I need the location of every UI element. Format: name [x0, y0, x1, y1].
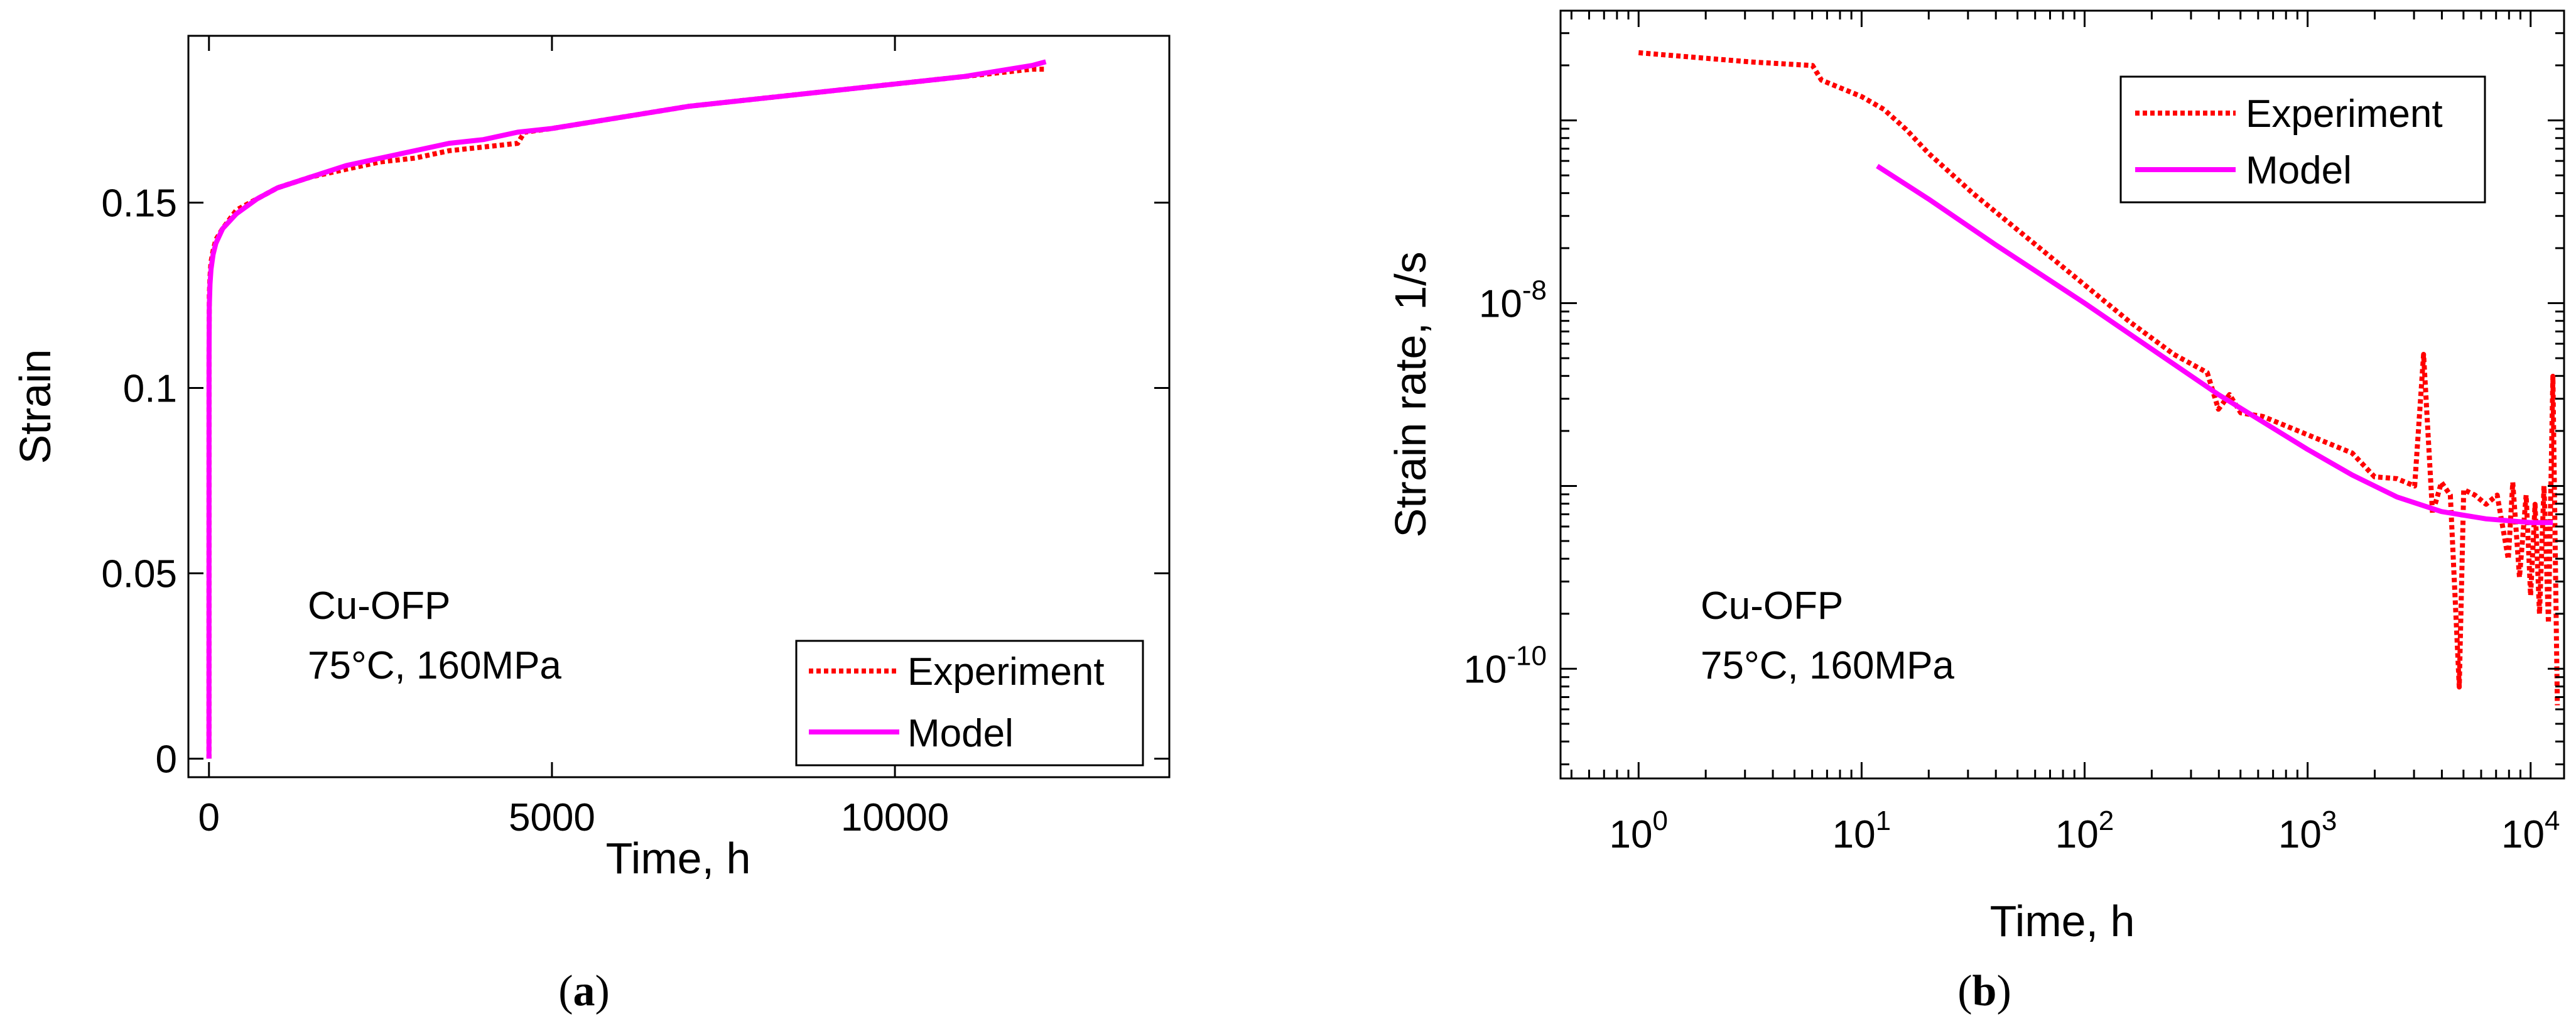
chart-a-axes-frame — [187, 35, 1171, 778]
chart-b-ytick-label-exponent: -8 — [1522, 275, 1547, 306]
chart-b-xtick-label-exponent: 4 — [2545, 805, 2560, 836]
chart-a-legend-model-label: Model — [907, 712, 1014, 755]
chart-b-ytick-label-exponent: -10 — [1507, 640, 1547, 671]
chart-a-ticks — [188, 36, 1169, 777]
chart-a-annotation-conditions: 75°C, 160MPa — [308, 644, 561, 687]
chart-a-caption-letter: a — [573, 967, 595, 1015]
chart-b-xtick-label-base: 10 — [1832, 813, 1876, 856]
chart-a-series-experiment-line — [206, 67, 1046, 759]
chart-b-caption: (b) — [1957, 967, 2011, 1015]
chart-b-ytick-label-base: 10 — [1479, 283, 1522, 326]
chart-b-annotation-conditions: 75°C, 160MPa — [1701, 644, 1954, 687]
chart-b-series-model-line — [1876, 163, 2553, 525]
chart-b-legend: Experiment Model — [2119, 75, 2486, 204]
chart-b-xtick-label: 104 — [2501, 805, 2560, 856]
chart-b-xtick-label-base: 10 — [2278, 813, 2322, 856]
chart-b-caption-close: ) — [1996, 967, 2011, 1015]
chart-a-ylabel: Strain — [11, 349, 60, 464]
chart-b-legend-experiment-label: Experiment — [2246, 92, 2443, 136]
chart-a-ytick-label: 0.05 — [101, 553, 177, 596]
chart-a-xtick-label: 0 — [198, 796, 220, 839]
chart-b-plot-content — [1638, 50, 2560, 706]
chart-b-ytick-label-base: 10 — [1463, 648, 1507, 691]
chart-a-plot-content — [206, 59, 1047, 759]
chart-b-xtick-label: 103 — [2278, 805, 2337, 856]
chart-a-ytick-label: 0.15 — [101, 182, 177, 226]
chart-a-annotation-material: Cu-OFP — [308, 584, 450, 628]
chart-a-legend-experiment-label: Experiment — [907, 650, 1105, 694]
chart-b-caption-letter: b — [1973, 967, 1997, 1015]
chart-a-xtick-label: 5000 — [509, 796, 595, 839]
chart-b-xtick-label-exponent: 0 — [1653, 805, 1668, 836]
chart-a-caption-open: ( — [558, 967, 573, 1015]
chart-b-xtick-label-exponent: 3 — [2322, 805, 2337, 836]
chart-a-ytick-label: 0.1 — [123, 368, 177, 411]
chart-b-xtick-label-base: 10 — [2055, 813, 2099, 856]
chart-b-xtick-label-exponent: 1 — [1876, 805, 1891, 836]
chart-a-caption-close: ) — [595, 967, 610, 1015]
chart-b-xlabel: Time, h — [1990, 897, 2135, 946]
chart-a-series-model-line — [206, 59, 1047, 759]
chart-a-caption: (a) — [558, 967, 610, 1015]
chart-b-xtick-label-exponent: 2 — [2099, 805, 2114, 836]
chart-a-strain-vs-time: 0 5000 10000 0 0.05 0.1 0.15 Time, h Strain Cu… — [11, 35, 1171, 1015]
chart-b-ytick-label: 10-8 — [1479, 275, 1547, 326]
chart-b-xtick-label-base: 10 — [2501, 813, 2545, 856]
chart-a-ytick-label: 0 — [156, 738, 177, 782]
chart-b-legend-box — [2119, 75, 2486, 204]
chart-b-ylabel: Strain rate, 1/s — [1386, 251, 1435, 537]
chart-a-legend: Experiment Model — [795, 640, 1144, 767]
chart-a-xtick-label: 10000 — [841, 796, 949, 839]
chart-b-xtick-label: 100 — [1610, 805, 1668, 856]
chart-b-annotation-material: Cu-OFP — [1701, 584, 1843, 628]
chart-b-xtick-label: 101 — [1832, 805, 1891, 856]
chart-b-caption-open: ( — [1957, 967, 1972, 1015]
chart-b-xtick-label: 102 — [2055, 805, 2114, 856]
chart-a-xlabel: Time, h — [606, 834, 751, 883]
chart-b-xtick-label-base: 10 — [1610, 813, 1653, 856]
chart-b-series-experiment-line — [1638, 50, 2560, 706]
chart-b-ticks — [1561, 11, 2564, 778]
chart-a-legend-box — [795, 640, 1144, 767]
chart-b-ytick-label: 10-10 — [1463, 640, 1547, 691]
chart-b-legend-model-label: Model — [2246, 149, 2352, 192]
chart-a-tick-labels: 0 5000 10000 0 0.05 0.1 0.15 — [101, 182, 949, 840]
